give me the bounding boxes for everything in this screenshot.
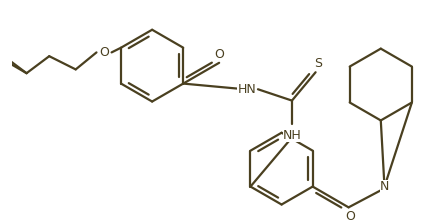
Text: S: S [314,57,322,70]
Text: N: N [380,180,389,193]
Text: O: O [214,48,224,61]
Text: O: O [346,210,355,223]
Text: O: O [99,46,109,59]
Text: HN: HN [237,83,256,96]
Text: NH: NH [283,129,301,142]
